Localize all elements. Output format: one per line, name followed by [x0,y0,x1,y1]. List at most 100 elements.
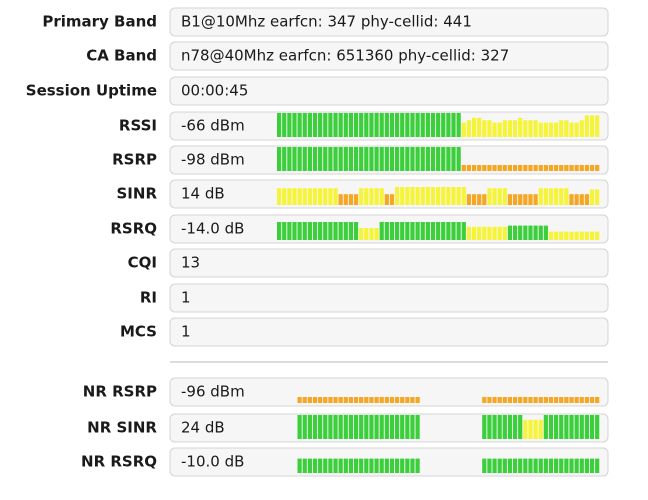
signal-bar [533,419,538,439]
signal-bar [353,194,359,205]
signal-bar [292,188,297,205]
signal-bar [533,120,538,137]
signal-bar [353,147,359,171]
signal-bar [323,188,328,205]
signal-bar [559,120,564,137]
signal-bar [518,225,523,240]
row-label: MCS [120,323,157,341]
signal-bar [338,113,343,137]
row-value: -66 dBm [181,117,245,135]
signal-bar [471,165,477,171]
signal-bar [400,187,405,205]
signal-bar [394,415,400,439]
signal-bar [559,165,564,171]
signal-bar [379,222,384,240]
signal-bar [328,458,333,473]
signal-bar [394,397,400,403]
signal-bar [518,397,523,403]
row-value: 1 [181,323,191,341]
signal-bar [359,188,364,205]
signal-bar [502,188,507,205]
signal-bar [307,188,312,205]
signal-bar [538,397,543,403]
signal-bar [323,397,328,403]
signal-bar [512,415,518,439]
signal-bar [307,113,312,137]
value-box [169,317,609,347]
signal-bar [436,222,441,240]
signal-bar [410,458,415,473]
signal-bar [323,147,328,171]
row-label: NR RSRQ [81,453,157,471]
signal-bar [359,458,364,473]
signal-bar [564,415,569,439]
signal-bar [297,222,302,240]
signal-bar [543,188,548,205]
row-label: RSRQ [110,220,157,238]
row-label: RI [140,289,157,307]
signal-bar [579,458,584,473]
signal-bar [482,458,487,473]
signal-bar [528,165,533,171]
signal-bar [389,415,395,439]
signal-bar [477,226,482,240]
row-label: NR SINR [87,419,157,437]
signal-bar [528,458,533,473]
signal-bar [328,188,333,205]
signal-bar [405,415,410,439]
signal-bar [292,147,297,171]
signal-bar [569,458,574,473]
row-value: 24 dB [181,419,225,437]
row-label: RSRP [112,151,157,169]
signal-bar [497,458,502,473]
signal-bar [492,165,497,171]
signal-bar [482,194,487,205]
signal-bar [384,222,389,240]
signal-bar [533,194,538,205]
signal-bar [451,187,456,205]
signal-bar [359,147,364,171]
signal-bar [425,222,430,240]
signal-bar [507,165,513,171]
signal-bar [302,222,307,240]
signal-bar [338,147,343,171]
signal-bar [307,397,312,403]
signal-bar [379,188,384,205]
signal-bar [482,120,487,137]
signal-bar [405,222,410,240]
signal-bar [312,188,318,205]
signal-bar [333,397,338,403]
signal-bar [369,147,374,171]
signal-bar [359,113,364,137]
signal-bar [410,113,415,137]
signal-bar [328,222,333,240]
signal-bar [461,165,466,171]
signal-bar [456,187,461,205]
signal-bar [359,228,364,240]
signal-bar [533,165,538,171]
signal-bar [328,113,333,137]
row-value: n78@40Mhz earfcn: 651360 phy-cellid: 327 [181,47,509,65]
signal-bar [564,397,569,403]
value-box [169,76,609,106]
signal-bar [425,187,430,205]
signal-bar [297,397,302,403]
signal-bar [410,187,415,205]
signal-bar [507,415,513,439]
signal-bar [348,194,354,205]
signal-bar [574,397,579,403]
signal-bar [507,397,513,403]
signal-bar [333,415,338,439]
signal-bar [523,458,528,473]
signal-bar [369,228,374,240]
signal-bar [430,222,436,240]
row-value: B1@10Mhz earfcn: 347 phy-cellid: 441 [181,13,472,31]
signal-bar [282,113,287,137]
signal-bar [302,147,307,171]
signal-bar [456,147,461,171]
signal-bar [364,113,369,137]
signal-bar [487,397,492,403]
signal-bar [287,113,292,137]
signal-bar [384,458,389,473]
signal-bar [359,397,364,403]
